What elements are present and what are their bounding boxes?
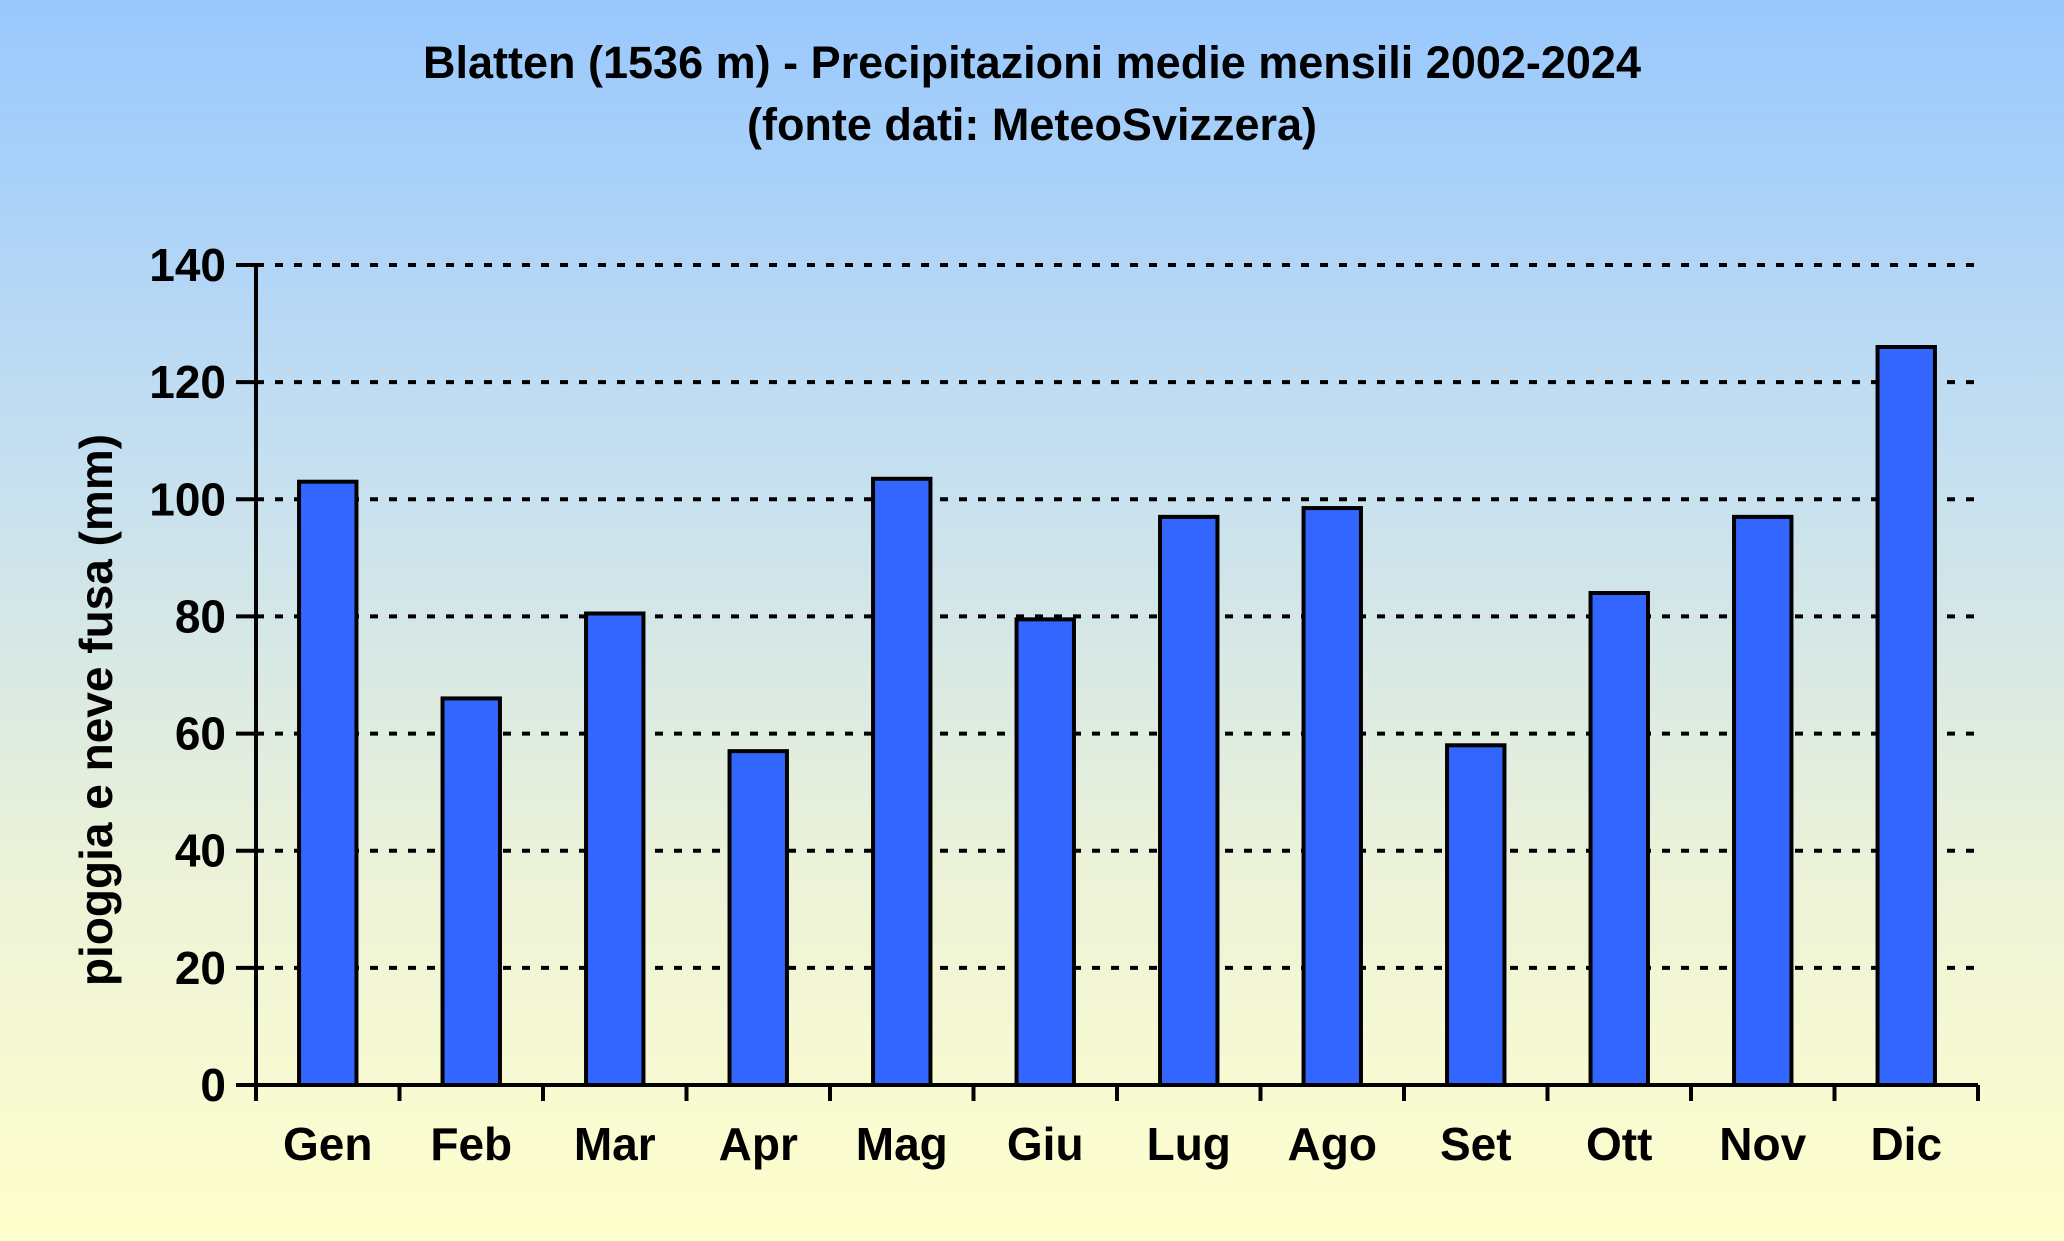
y-tick-label: 60 bbox=[175, 708, 226, 760]
y-tick-label: 120 bbox=[149, 356, 226, 408]
x-tick-label: Feb bbox=[430, 1118, 512, 1170]
gridlines bbox=[256, 263, 1978, 970]
tick-labels: 0 20 40 60 80 100 120 140 Gen Feb Mar Apr Mag Giu Lug A… bbox=[149, 239, 1942, 1170]
x-tick-label: Dic bbox=[1870, 1118, 1942, 1170]
x-tick-label: Giu bbox=[1007, 1118, 1084, 1170]
bar bbox=[1588, 591, 1650, 1087]
y-axis-title: pioggia e neve fusa (mm) bbox=[70, 434, 122, 986]
bar bbox=[440, 696, 502, 1088]
y-tick-label: 0 bbox=[200, 1059, 226, 1111]
x-tick-label: Set bbox=[1440, 1118, 1512, 1170]
y-tick-label: 100 bbox=[149, 473, 226, 525]
x-tick-label: Nov bbox=[1719, 1118, 1806, 1170]
bar bbox=[1732, 514, 1794, 1087]
bar bbox=[1158, 514, 1220, 1087]
bar bbox=[1301, 506, 1363, 1088]
bar bbox=[297, 479, 359, 1087]
bar bbox=[1014, 617, 1076, 1087]
bar bbox=[1445, 743, 1507, 1087]
y-tick-label: 140 bbox=[149, 239, 226, 291]
bar bbox=[584, 611, 646, 1087]
x-tick-label: Mag bbox=[856, 1118, 948, 1170]
x-tick-label: Ott bbox=[1586, 1118, 1652, 1170]
x-tick-label: Gen bbox=[283, 1118, 372, 1170]
x-tick-label: Apr bbox=[719, 1118, 798, 1170]
x-tick-label: Ago bbox=[1288, 1118, 1377, 1170]
bar bbox=[727, 749, 789, 1088]
chart-subtitle: (fonte dati: MeteoSvizzera) bbox=[747, 99, 1317, 150]
x-tick-label: Lug bbox=[1147, 1118, 1231, 1170]
y-tick-label: 80 bbox=[175, 590, 226, 642]
y-tick-label: 20 bbox=[175, 942, 226, 994]
bar bbox=[871, 476, 933, 1087]
chart-title: Blatten (1536 m) - Precipitazioni medie … bbox=[423, 37, 1641, 88]
y-tick-label: 40 bbox=[175, 825, 226, 877]
axes bbox=[236, 263, 1980, 1101]
bars bbox=[297, 345, 1937, 1088]
x-tick-label: Mar bbox=[574, 1118, 656, 1170]
bar bbox=[1875, 345, 1937, 1087]
